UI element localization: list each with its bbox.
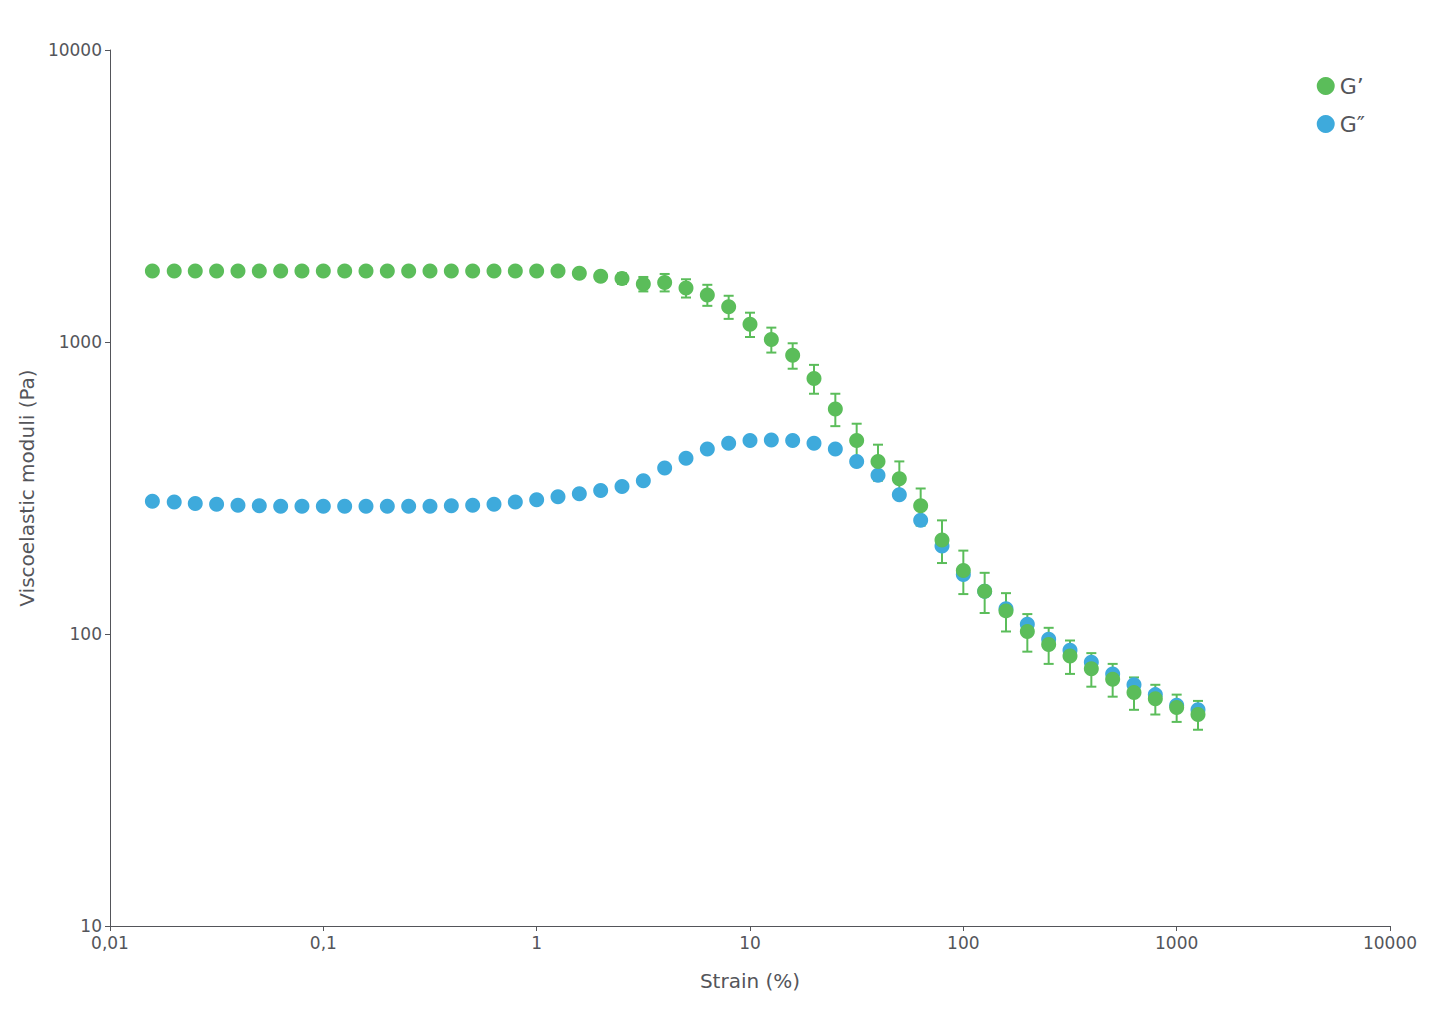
svg-text:G’: G’ [1340, 74, 1364, 99]
svg-text:100: 100 [947, 933, 979, 953]
svg-text:0,01: 0,01 [91, 933, 129, 953]
svg-text:Viscoelastic moduli (Pa): Viscoelastic moduli (Pa) [15, 369, 39, 606]
svg-text:10: 10 [80, 916, 102, 936]
svg-text:10000: 10000 [1363, 933, 1417, 953]
svg-text:10: 10 [739, 933, 761, 953]
svg-text:0,1: 0,1 [310, 933, 337, 953]
svg-text:1000: 1000 [59, 332, 102, 352]
svg-text:10000: 10000 [48, 40, 102, 60]
svg-text:1000: 1000 [1155, 933, 1198, 953]
svg-text:G″: G″ [1340, 112, 1365, 137]
svg-text:100: 100 [70, 624, 102, 644]
svg-text:1: 1 [531, 933, 542, 953]
svg-text:Strain (%): Strain (%) [700, 969, 800, 993]
